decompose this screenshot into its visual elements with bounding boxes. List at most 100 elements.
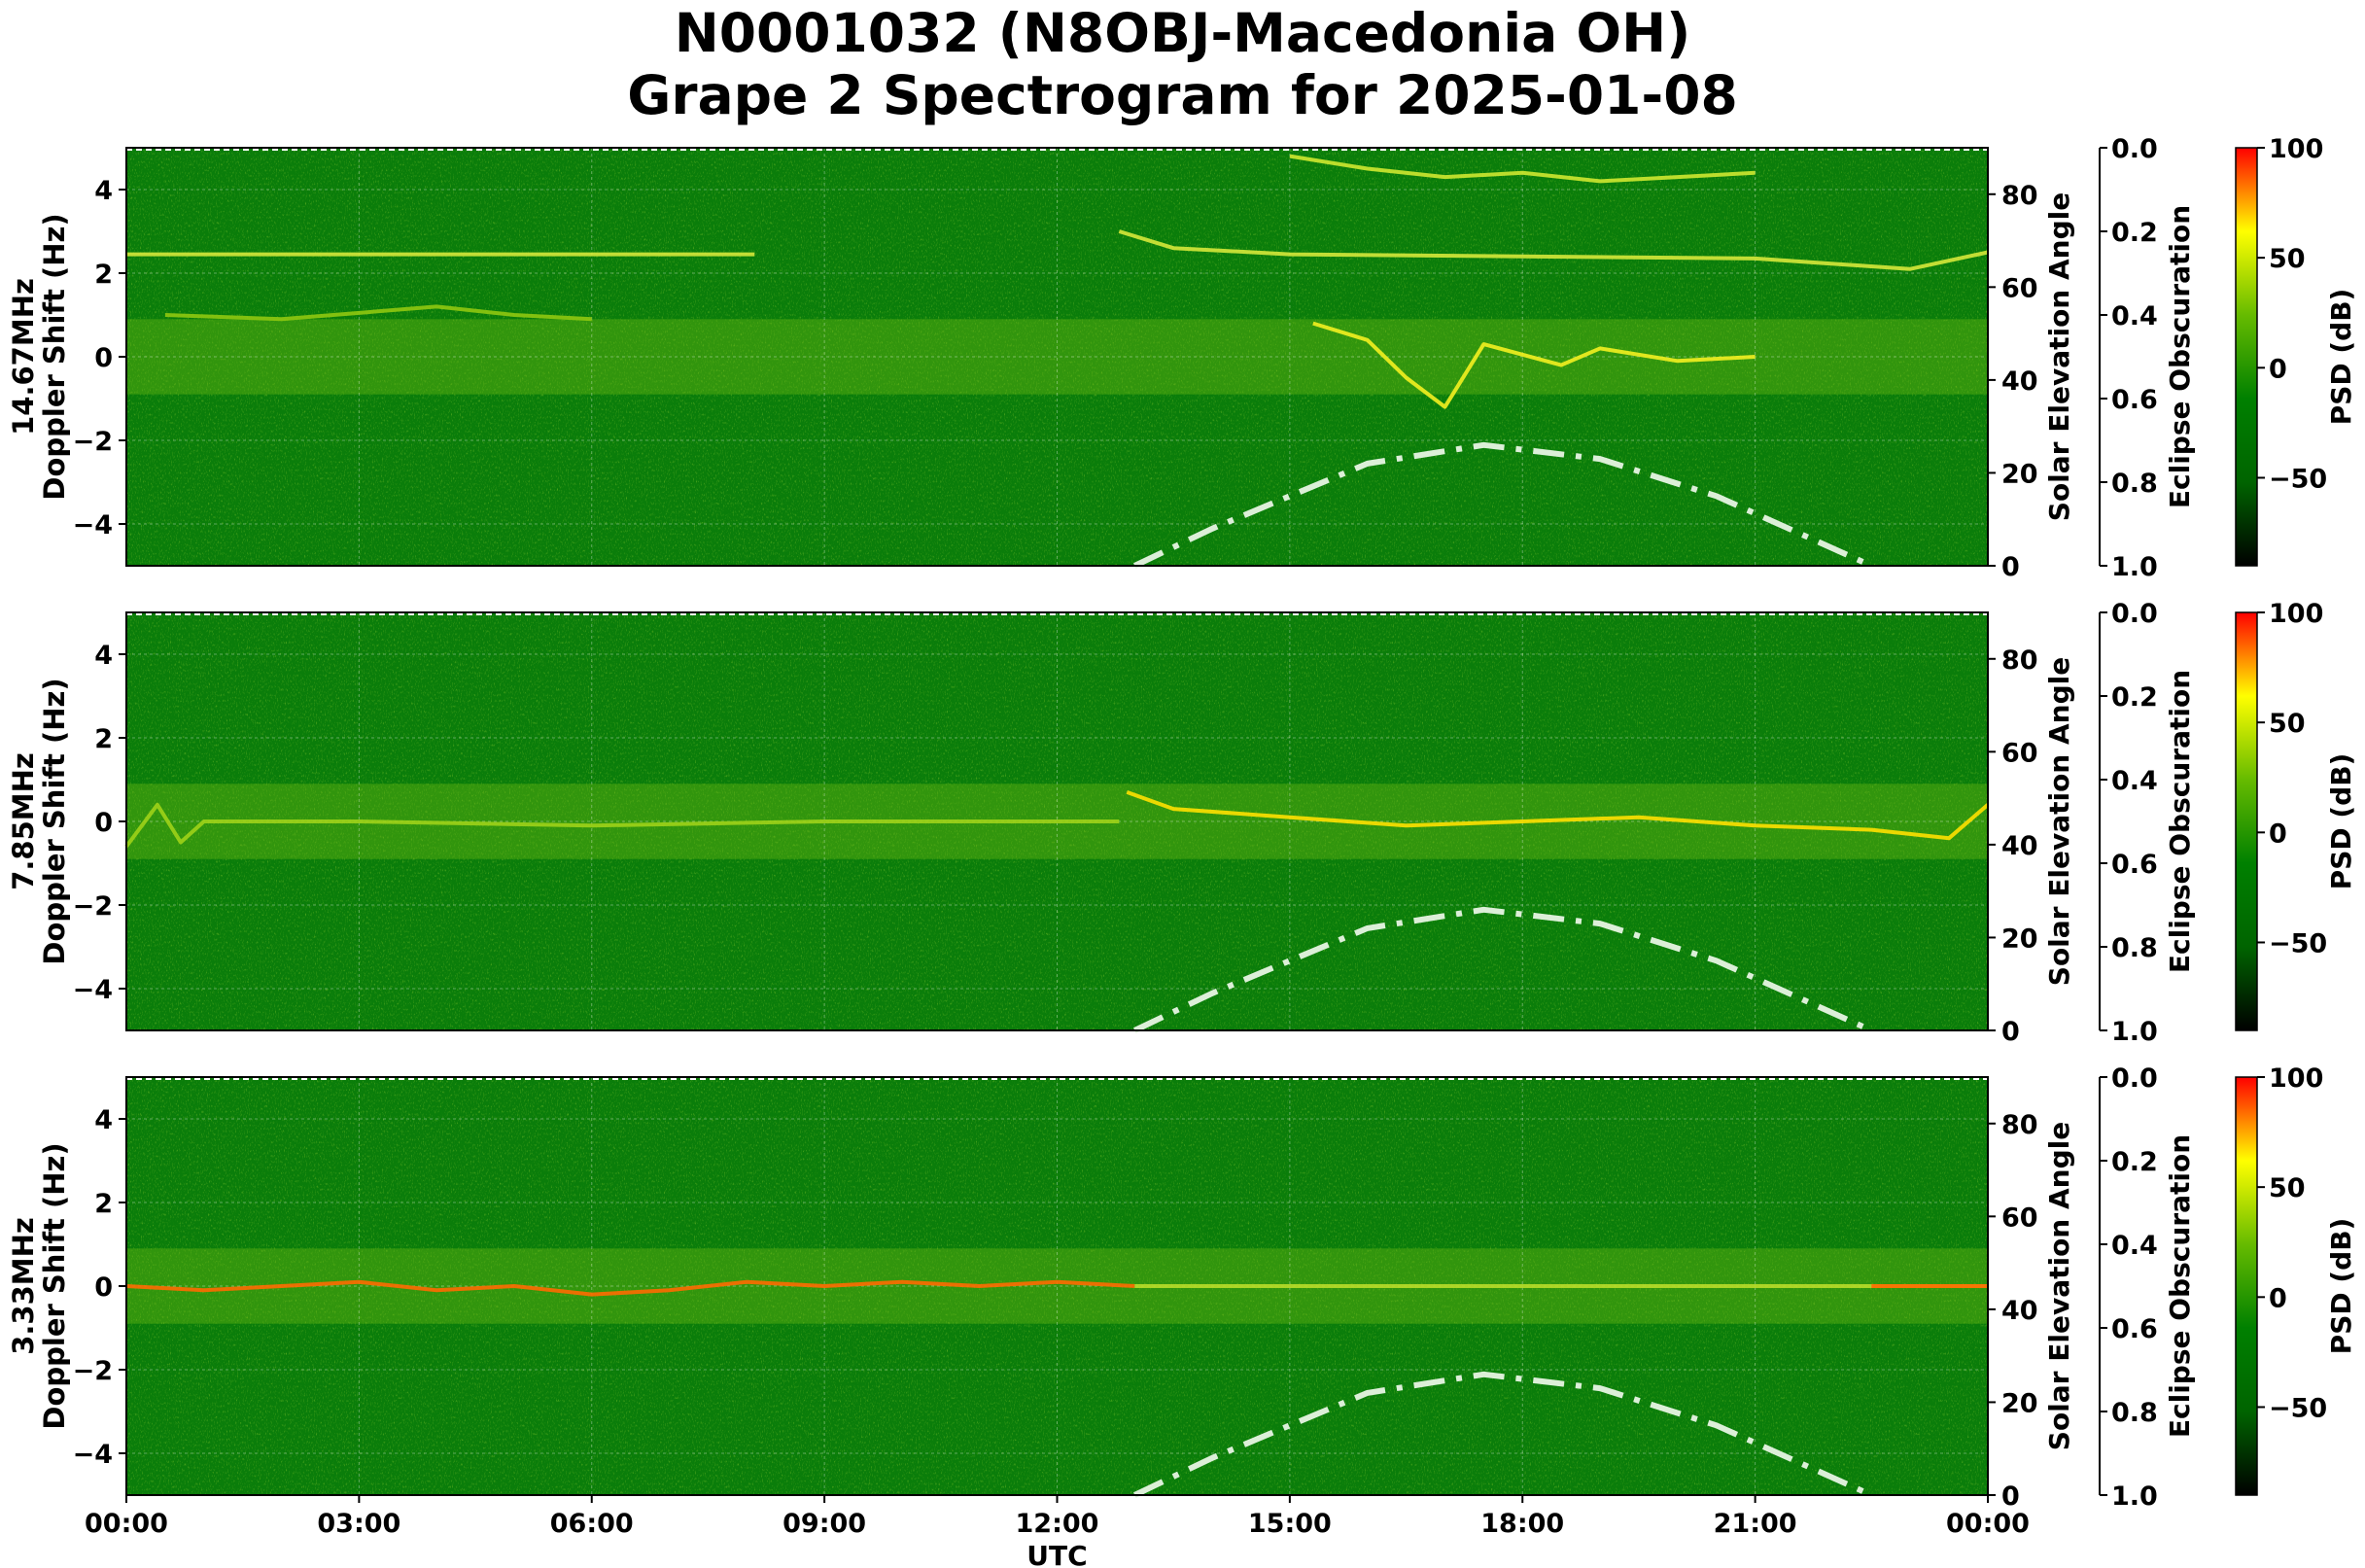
doppler-trace xyxy=(164,304,592,322)
doppler-trace xyxy=(1118,229,1989,271)
eclipse-tick-label: 0.8 xyxy=(2111,1398,2158,1428)
eclipse-tick-label: 0.2 xyxy=(2111,682,2158,713)
psd-tick-label: 100 xyxy=(2269,134,2323,164)
x-tick-label: 06:00 xyxy=(550,1509,634,1539)
elevation-tick-label: 20 xyxy=(2001,459,2038,489)
y-axis-label-doppler: Doppler Shift (Hz) xyxy=(38,1142,71,1429)
y-axis-label-doppler: Doppler Shift (Hz) xyxy=(38,678,71,964)
y-axis-label-doppler: Doppler Shift (Hz) xyxy=(38,213,71,500)
x-tick-label: 00:00 xyxy=(85,1509,168,1539)
elevation-axis-label: Solar Elevation Angle xyxy=(2043,192,2075,521)
y-tick-label: −2 xyxy=(73,1356,113,1386)
x-tick-label: 09:00 xyxy=(783,1509,866,1539)
y-tick-label: 2 xyxy=(94,724,113,754)
eclipse-tick-label: 1.0 xyxy=(2111,1481,2158,1512)
psd-tick-label: 0 xyxy=(2269,1283,2287,1313)
doppler-trace xyxy=(1289,154,1756,184)
x-tick-label: 00:00 xyxy=(1946,1509,2030,1539)
solar-elevation-curve xyxy=(1133,1371,1873,1498)
y-tick-label: 0 xyxy=(94,808,113,838)
eclipse-tick-label: 0.0 xyxy=(2111,1063,2158,1094)
eclipse-tick-label: 0.4 xyxy=(2111,1231,2158,1261)
elevation-tick-label: 20 xyxy=(2001,1388,2038,1418)
elevation-tick-label: 0 xyxy=(2001,1017,2020,1047)
elevation-tick-label: 80 xyxy=(2001,181,2038,211)
psd-colorbar xyxy=(2235,1076,2258,1496)
doppler-trace xyxy=(125,1279,1135,1297)
eclipse-tick-label: 0.6 xyxy=(2111,385,2158,415)
elevation-tick-label: 60 xyxy=(2001,273,2038,303)
elevation-tick-label: 40 xyxy=(2001,1296,2038,1326)
solar-elevation-curve xyxy=(1133,906,1873,1033)
y-tick-label: −4 xyxy=(73,510,113,540)
chart-title-line1: N0001032 (N8OBJ-Macedonia OH) xyxy=(674,2,1691,64)
y-tick-label: −2 xyxy=(73,427,113,457)
x-tick-label: 18:00 xyxy=(1480,1509,1564,1539)
eclipse-tick-label: 0.8 xyxy=(2111,469,2158,499)
elevation-tick-label: 0 xyxy=(2001,1481,2020,1512)
x-tick-label: 12:00 xyxy=(1016,1509,1099,1539)
psd-tick-label: −50 xyxy=(2269,928,2327,958)
x-tick-label: 03:00 xyxy=(317,1509,400,1539)
elevation-tick-label: 0 xyxy=(2001,552,2020,582)
eclipse-axis-label: Eclipse Obscuration xyxy=(2164,205,2196,508)
doppler-trace xyxy=(1312,321,1756,409)
y-tick-label: −2 xyxy=(73,891,113,922)
psd-tick-label: 100 xyxy=(2269,1063,2323,1094)
elevation-tick-label: 40 xyxy=(2001,366,2038,397)
y-tick-label: 4 xyxy=(94,176,113,206)
eclipse-tick-label: 0.0 xyxy=(2111,599,2158,629)
doppler-trace xyxy=(1126,790,1990,841)
y-tick-label: 4 xyxy=(94,1105,113,1135)
elevation-axis-label: Solar Elevation Angle xyxy=(2043,1122,2075,1450)
eclipse-tick-label: 0.6 xyxy=(2111,850,2158,880)
y-tick-label: 4 xyxy=(94,641,113,671)
y-axis-label-frequency: 3.33MHz xyxy=(7,1217,40,1355)
eclipse-tick-label: 0.4 xyxy=(2111,301,2158,331)
heatmap-noise xyxy=(126,148,1988,566)
solar-elevation-curve xyxy=(1133,441,1873,569)
elevation-tick-label: 40 xyxy=(2001,831,2038,861)
elevation-tick-label: 80 xyxy=(2001,1110,2038,1140)
eclipse-tick-label: 1.0 xyxy=(2111,552,2158,582)
psd-tick-label: −50 xyxy=(2269,1393,2327,1423)
eclipse-tick-label: 0.6 xyxy=(2111,1314,2158,1344)
x-tick-label: 15:00 xyxy=(1248,1509,1332,1539)
y-axis-label-frequency: 14.67MHz xyxy=(7,278,40,436)
eclipse-tick-label: 0.2 xyxy=(2111,1147,2158,1177)
psd-tick-label: −50 xyxy=(2269,464,2327,494)
y-tick-label: 0 xyxy=(94,1272,113,1303)
psd-colorbar xyxy=(2235,147,2258,567)
eclipse-tick-label: 0.4 xyxy=(2111,766,2158,796)
y-axis-label-frequency: 7.85MHz xyxy=(7,752,40,890)
eclipse-axis-label: Eclipse Obscuration xyxy=(2164,670,2196,973)
psd-tick-label: 50 xyxy=(2269,709,2306,739)
elevation-axis-label: Solar Elevation Angle xyxy=(2043,657,2075,986)
psd-axis-label: PSD (dB) xyxy=(2325,1218,2357,1355)
eclipse-tick-label: 0.2 xyxy=(2111,218,2158,248)
heatmap-center-band xyxy=(126,319,1988,395)
doppler-trace xyxy=(124,802,1120,848)
y-tick-label: 2 xyxy=(94,1189,113,1219)
x-axis-label: UTC xyxy=(1026,1540,1087,1568)
elevation-tick-label: 20 xyxy=(2001,923,2038,954)
y-tick-label: 0 xyxy=(94,343,113,373)
eclipse-axis-label: Eclipse Obscuration xyxy=(2164,1134,2196,1438)
psd-axis-label: PSD (dB) xyxy=(2325,289,2357,426)
elevation-tick-label: 60 xyxy=(2001,738,2038,768)
psd-axis-label: PSD (dB) xyxy=(2325,753,2357,890)
elevation-tick-label: 80 xyxy=(2001,645,2038,676)
psd-colorbar xyxy=(2235,611,2258,1031)
psd-tick-label: 100 xyxy=(2269,599,2323,629)
eclipse-tick-label: 0.8 xyxy=(2111,933,2158,963)
eclipse-tick-label: 0.0 xyxy=(2111,134,2158,164)
eclipse-tick-label: 1.0 xyxy=(2111,1017,2158,1047)
chart-title-line2: Grape 2 Spectrogram for 2025-01-08 xyxy=(627,64,1738,126)
x-tick-label: 21:00 xyxy=(1714,1509,1797,1539)
psd-tick-label: 50 xyxy=(2269,1173,2306,1203)
y-tick-label: 2 xyxy=(94,260,113,290)
